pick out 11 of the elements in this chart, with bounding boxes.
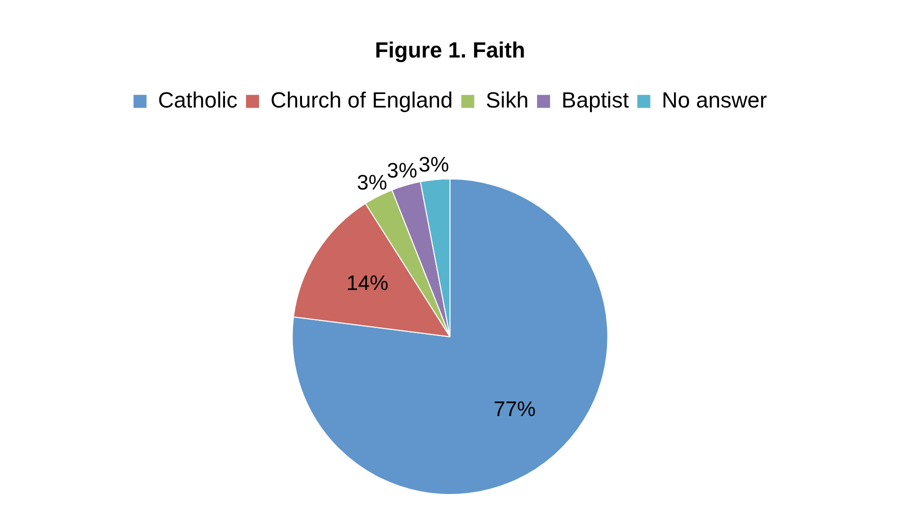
data-label: 77%	[494, 398, 536, 421]
legend-label: No answer	[662, 87, 767, 112]
data-label: 3%	[418, 153, 450, 176]
legend-label: Baptist	[562, 87, 629, 112]
legend-label: Catholic	[158, 87, 238, 112]
data-label: 3%	[356, 171, 388, 194]
chart-title: Figure 1. Faith	[374, 37, 526, 62]
data-label: 14%	[346, 272, 388, 296]
legend-label: Church of England	[270, 87, 453, 112]
data-label: 3%	[386, 160, 418, 183]
legend-label: Sikh	[486, 87, 529, 112]
